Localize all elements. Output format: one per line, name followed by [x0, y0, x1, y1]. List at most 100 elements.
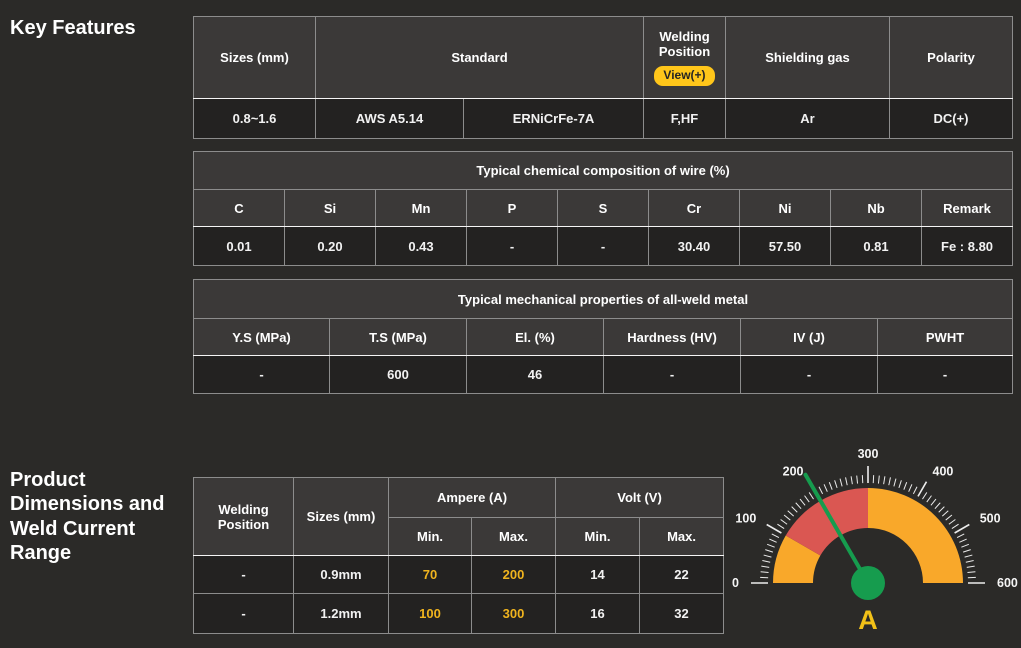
curr-header-ampere: Ampere (A)	[387, 477, 557, 518]
gauge-tick	[795, 502, 802, 510]
curr-header-sizes: Sizes (mm)	[293, 477, 389, 556]
gauge-tick	[834, 480, 838, 489]
welding-position-label: Welding Position	[658, 29, 711, 60]
spec-value-standard-spec: AWS A5.14	[315, 98, 464, 139]
spec-value-shielding-gas: Ar	[725, 98, 890, 139]
chem-header-p: P	[466, 189, 558, 227]
curr-header-welding-position: Welding Position	[193, 477, 294, 556]
gauge-tick	[762, 560, 771, 563]
gauge-tick	[967, 571, 976, 574]
gauge-tick	[962, 549, 971, 553]
gauge-tick	[883, 476, 886, 485]
mech-value-pwht: -	[876, 355, 1014, 394]
curr-row1-volt-max: 32	[639, 593, 725, 634]
mechanical-properties-table: Typical mechanical properties of all-wel…	[192, 279, 1014, 394]
curr-header-volt-min: Min.	[555, 517, 641, 556]
gauge-tick	[763, 554, 772, 558]
gauge-tick-label: 500	[980, 512, 1001, 526]
gauge-tick-label: 300	[858, 447, 879, 461]
gauge-tick	[765, 549, 774, 553]
spec-value-polarity: DC(+)	[889, 98, 1013, 139]
gauge-tick	[959, 538, 967, 543]
mech-table-title: Typical mechanical properties of all-wel…	[192, 279, 1014, 319]
curr-row1-ampere-min: 100	[388, 593, 472, 634]
gauge-tick	[912, 486, 918, 495]
gauge-tick	[877, 475, 880, 484]
chem-value-s: -	[557, 226, 649, 266]
key-features-title: Key Features	[10, 17, 136, 39]
gauge-tick	[965, 560, 974, 563]
gauge-tick	[934, 502, 941, 510]
chem-value-nb: 0.81	[830, 226, 922, 266]
gauge-tick	[769, 538, 777, 543]
gauge-tick-label: 400	[933, 464, 954, 478]
gauge-tick	[823, 484, 828, 492]
ampere-gauge: 0 100 200 300 400 500 600 A	[725, 443, 1021, 643]
gauge-band	[785, 488, 868, 556]
gauge-tick	[917, 481, 928, 497]
table-row: - 1.2mm 100 300 16 32	[193, 593, 725, 634]
mech-header-pwht: PWHT	[876, 318, 1014, 356]
gauge-tick	[941, 510, 949, 517]
chem-header-remark: Remark	[920, 189, 1014, 227]
gauge-needle-hub	[851, 566, 885, 600]
chem-header-mn: Mn	[375, 189, 467, 227]
chem-header-s: S	[557, 189, 649, 227]
curr-row1-volt-min: 16	[555, 593, 641, 634]
curr-header-ampere-min: Min.	[388, 517, 472, 556]
gauge-tick	[898, 480, 902, 489]
view-plus-button[interactable]: View(+)	[654, 66, 715, 86]
gauge-tick	[893, 478, 897, 487]
gauge-tick-label: 600	[997, 576, 1018, 590]
gauge-tick	[777, 523, 785, 529]
mech-header-ts: T.S (MPa)	[329, 318, 467, 356]
curr-row0-welding-position: -	[193, 555, 294, 594]
curr-header-volt: Volt (V)	[555, 477, 725, 518]
gauge-tick	[966, 565, 975, 568]
chem-value-remark: Fe : 8.80	[920, 226, 1014, 266]
chem-value-c: 0.01	[193, 226, 285, 266]
gauge-tick	[850, 476, 853, 485]
chem-header-ni: Ni	[739, 189, 831, 227]
mech-header-el: El. (%)	[466, 318, 604, 356]
mech-value-ys: -	[193, 355, 330, 394]
gauge-tick	[926, 495, 932, 503]
gauge-tick	[856, 475, 859, 484]
gauge-tick-label: 100	[735, 512, 756, 526]
gauge-tick	[948, 519, 956, 525]
weld-current-range-table: Welding Position Sizes (mm) Ampere (A) V…	[193, 477, 725, 634]
gauge-band	[773, 535, 821, 583]
gauge-tick	[787, 510, 795, 517]
spec-value-sizes: 0.8~1.6	[193, 98, 316, 139]
chem-header-si: Si	[284, 189, 376, 227]
mech-value-iv: -	[740, 355, 878, 394]
mech-value-hardness: -	[603, 355, 741, 394]
gauge-tick	[954, 523, 970, 534]
spec-header-standard: Standard	[315, 16, 644, 99]
spec-header-polarity: Polarity	[889, 16, 1013, 99]
chem-table-title: Typical chemical composition of wire (%)	[192, 151, 1014, 190]
gauge-tick	[839, 478, 843, 487]
mech-value-ts: 600	[329, 355, 467, 394]
gauge-tick	[799, 498, 806, 506]
gauge-tick	[828, 481, 833, 490]
table-row: - 0.9mm 70 200 14 22	[193, 555, 725, 594]
gauge-tick	[783, 514, 791, 521]
gauge-tick-label: 200	[783, 464, 804, 478]
curr-row0-volt-min: 14	[555, 555, 641, 594]
chem-value-cr: 30.40	[648, 226, 740, 266]
gauge-tick	[808, 492, 814, 500]
spec-table: Sizes (mm) Standard Welding Position Vie…	[193, 16, 1013, 139]
gauge-tick	[780, 519, 788, 525]
curr-row0-ampere-max: 200	[470, 555, 557, 594]
gauge-unit-label: A	[858, 605, 878, 635]
gauge-tick	[908, 484, 913, 492]
mech-header-hardness: Hardness (HV)	[603, 318, 741, 356]
chemical-composition-table: Typical chemical composition of wire (%)…	[192, 151, 1014, 266]
curr-header-ampere-max: Max.	[470, 517, 557, 556]
curr-row0-volt-max: 22	[639, 555, 725, 594]
gauge-tick	[961, 543, 970, 548]
spec-value-standard-class: ERNiCrFe-7A	[463, 98, 644, 139]
chem-value-mn: 0.43	[375, 226, 467, 266]
chem-header-c: C	[193, 189, 285, 227]
